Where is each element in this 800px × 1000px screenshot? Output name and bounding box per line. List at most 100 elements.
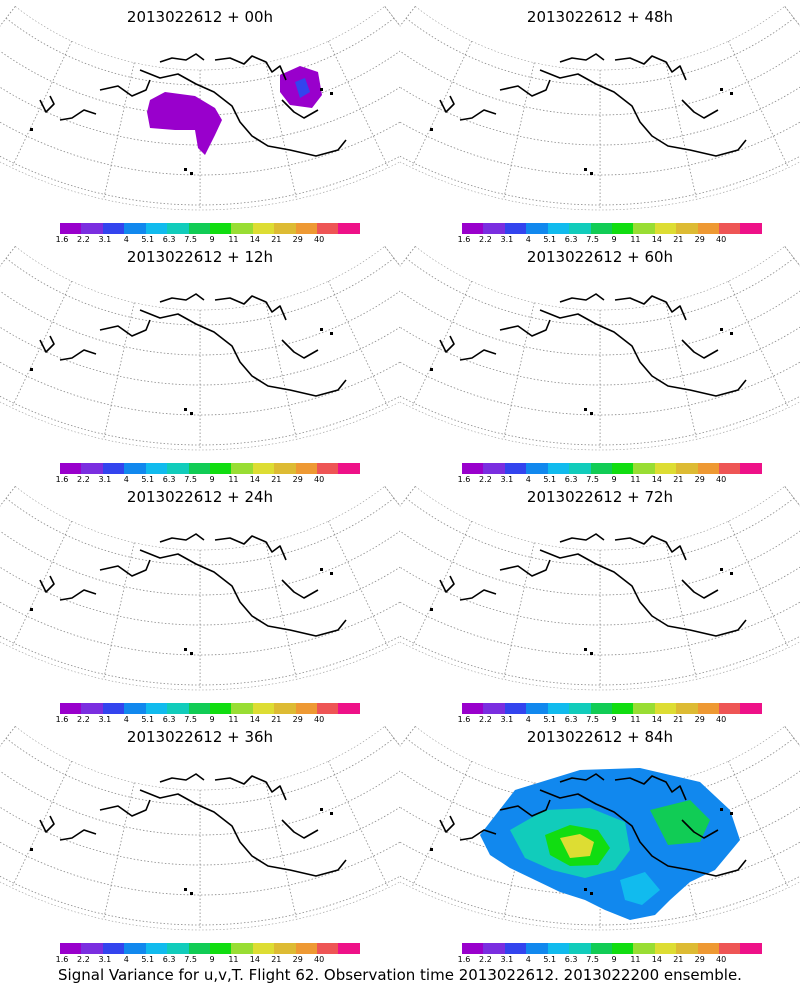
colorbar-tick-label: 7.5 [184,475,197,484]
colorbar-swatch [633,703,655,714]
colorbar-swatch [504,703,527,714]
longitude-gridline [328,760,389,888]
coastline [559,773,605,783]
colorbar-swatch [102,703,125,714]
colorbar-tick-label: 9 [209,715,215,724]
coastline [499,79,551,97]
longitude-gridline [103,782,135,920]
colorbar-swatch [590,943,612,954]
colorbar-swatch [590,223,612,234]
colorbar-tick-label: 11 [630,955,641,964]
coastline [281,819,319,839]
coastline [459,589,497,601]
colorbar-swatch [145,943,168,954]
island-mark [430,608,433,611]
colorbar-tick-label: 6.3 [564,715,578,724]
colorbar-swatch [483,463,505,474]
colorbar-swatch [317,223,339,234]
latitude-gridline [0,395,400,446]
map-domain-outline [0,485,400,691]
longitude-gridline [103,302,135,440]
panel-title: 2013022612 + 60h [526,248,674,266]
variance-map [400,5,800,211]
colorbar-swatch [462,223,484,234]
coastline [214,295,287,321]
coastline [681,99,719,119]
island-mark [320,328,323,331]
coastline [681,819,719,839]
island-mark [320,808,323,811]
colorbar-swatch [719,703,741,714]
latitude-gridline [5,257,395,326]
colorbar-tick-label: 9 [611,235,617,244]
longitude-gridline [728,520,789,648]
colorbar-tick-label: 2.2 [77,955,90,964]
coastline [39,575,55,593]
colorbar-tick-label: 11 [630,475,641,484]
colorbar-swatch [124,943,146,954]
longitude-gridline [665,302,697,440]
colorbar-swatch [654,463,677,474]
colorbar-swatch [124,223,146,234]
colorbar-tick-label: 21 [271,715,282,724]
longitude-gridline [265,62,297,200]
colorbar-swatch [547,223,570,234]
colorbar-swatch [209,463,232,474]
island-mark [730,572,733,575]
colorbar-tick-label: 21 [271,235,282,244]
colorbar-tick-label: 3.1 [500,955,514,964]
panel-title: 2013022612 + 36h [126,728,274,746]
coastline [539,309,747,397]
colorbar-tick-label: 11 [630,715,641,724]
coastline [539,549,747,637]
island-mark [190,412,193,415]
colorbar-swatch [60,223,82,234]
colorbar-tick-label: 6.3 [162,235,176,244]
colorbar-tick-label: 40 [716,235,727,244]
island-mark [720,568,723,571]
colorbar-tick-label: 21 [673,475,684,484]
colorbar-swatch [526,703,548,714]
island-mark [190,652,193,655]
colorbar-swatch [740,943,762,954]
colorbar-swatch [611,943,634,954]
latitude-gridline [400,155,800,206]
colorbar-swatch [167,943,189,954]
colorbar-tick-label: 14 [249,955,260,964]
colorbar-swatch [102,943,125,954]
colorbar-tick-label: 3.1 [500,235,514,244]
coastline [39,815,55,833]
colorbar-swatch [81,943,103,954]
colorbar-swatch [719,463,741,474]
panel-12h: 2013022612 + 12h [0,240,400,480]
colorbar-tick-label: 6.3 [564,955,578,964]
latitude-gridline [0,635,400,686]
colorbar-swatch [188,223,210,234]
island-mark [730,332,733,335]
colorbar [60,223,360,234]
colorbar-tick-label: 7.5 [586,235,599,244]
island-mark [720,328,723,331]
panel-60h: 2013022612 + 60h [400,240,800,480]
colorbar-tick-label: 14 [249,475,260,484]
longitude-gridline [728,760,789,888]
coastline [439,335,455,353]
colorbar-swatch [295,703,318,714]
colorbar-tick-label: 5.1 [543,715,557,724]
variance-contour-region [295,78,310,98]
latitude-gridline [400,290,800,356]
coastline [539,789,747,877]
coastline [139,789,347,877]
colorbar-swatch [697,223,720,234]
coastline [214,535,287,561]
colorbar-tick-label: 21 [271,475,282,484]
coastline [559,533,605,543]
colorbar-tick-label: 4 [525,235,531,244]
island-mark [590,652,593,655]
colorbar-tick-label: 14 [651,475,662,484]
longitude-gridline [103,62,135,200]
colorbar [462,703,762,714]
island-mark [330,92,333,95]
colorbar-tick-label: 11 [228,715,239,724]
colorbar-tick-label: 2.2 [479,955,492,964]
